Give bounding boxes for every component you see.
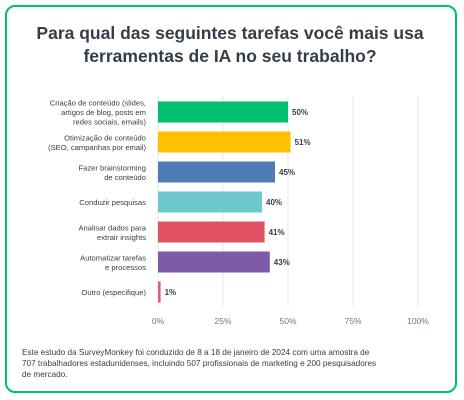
- category-label-line: Analisar dados para: [78, 223, 146, 232]
- value-label: 45%: [279, 168, 295, 177]
- category-label-line: Automatizar tarefas: [80, 253, 146, 262]
- category-label-line: Conduzir pesquisas: [79, 198, 146, 207]
- category-label: Analisar dados para extrair insights: [78, 223, 146, 242]
- value-label: 40%: [266, 198, 282, 207]
- category-label-line: Criação de conteúdo (slides,: [50, 99, 146, 108]
- survey-note: Este estudo da SurveyMonkey foi conduzid…: [22, 347, 438, 380]
- bar: [158, 101, 288, 123]
- x-tick-label: 0%: [152, 316, 165, 326]
- category-label-line: (SEO, campanhas por email): [48, 143, 146, 152]
- category-label-line: redes sociais, emails): [73, 118, 146, 127]
- bar: [158, 221, 265, 243]
- category-label: Conduzir pesquisas: [79, 198, 146, 207]
- value-label: 50%: [292, 108, 308, 117]
- bar: [158, 161, 275, 183]
- category-label: Fazer brainstorming de conteúdo: [78, 163, 146, 182]
- bar: [158, 191, 262, 213]
- value-label: 51%: [295, 138, 311, 147]
- category-label: Criação de conteúdo (slides, artigos de b…: [50, 99, 147, 127]
- value-label: 41%: [269, 228, 285, 237]
- chart-title-line-2: ferramentas de IA no seu trabalho?: [83, 46, 377, 66]
- x-tick-label: 50%: [279, 316, 296, 326]
- category-label-line: extrair insights: [97, 233, 146, 242]
- bar: [158, 251, 270, 273]
- bar-chart: 0% 25% 50% 75% 100% Criação de conteúdo (slid…: [48, 96, 429, 326]
- category-label-line: e processos: [105, 263, 146, 272]
- value-label: 1%: [165, 288, 177, 297]
- survey-note-line-1: Este estudo da SurveyMonkey foi conduzid…: [22, 348, 370, 357]
- category-label-line: Otimização de conteúdo: [64, 133, 146, 142]
- category-label: Otimização de conteúdo (SEO, campanhas po…: [48, 133, 146, 152]
- x-tick-label: 25%: [214, 316, 231, 326]
- x-tick-label: 75%: [344, 316, 361, 326]
- category-label-line: de conteúdo: [104, 173, 146, 182]
- category-label-line: Outro (especifique): [81, 288, 146, 297]
- bar: [158, 131, 291, 153]
- x-tick-label: 100%: [407, 316, 429, 326]
- value-label: 43%: [274, 258, 290, 267]
- category-label-line: artigos de blog, posts em: [61, 108, 146, 117]
- chart-title: Para qual das seguintes tarefas você mai…: [20, 22, 440, 68]
- category-label: Automatizar tarefas e processos: [80, 253, 146, 272]
- survey-note-line-3: de mercado.: [22, 370, 68, 379]
- bar: [158, 281, 161, 303]
- survey-note-line-2: 707 trabalhadores estadunidenses, inclui…: [22, 359, 377, 368]
- category-label: Outro (especifique): [81, 288, 146, 297]
- category-label-line: Fazer brainstorming: [78, 163, 146, 172]
- chart-title-line-1: Para qual das seguintes tarefas você mai…: [36, 23, 424, 43]
